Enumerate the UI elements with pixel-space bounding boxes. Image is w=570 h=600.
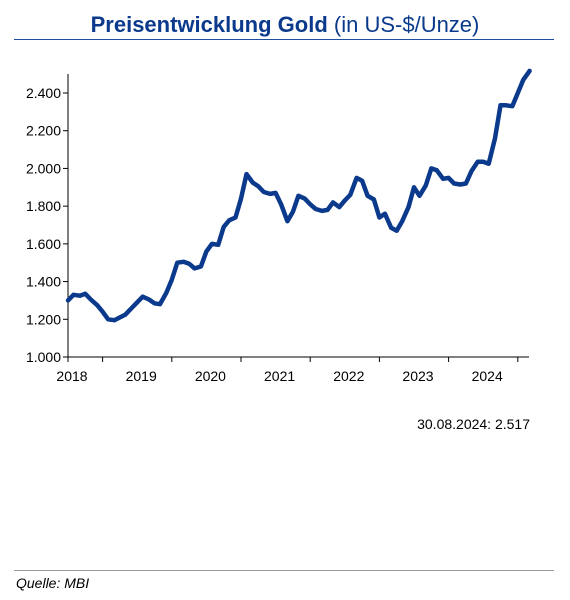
- y-tick-label: 2.000: [26, 160, 61, 176]
- y-tick-label: 1.800: [26, 198, 61, 214]
- y-tick-label: 1.000: [26, 349, 61, 365]
- y-tick-label: 1.400: [26, 274, 61, 290]
- footer-divider: [14, 570, 554, 571]
- x-axis: 2018 2019 2020 2021 2022 2023 2024: [56, 356, 529, 384]
- x-tick-label: 2024: [472, 368, 503, 384]
- chart-title: Preisentwicklung Gold (in US-$/Unze): [0, 12, 570, 38]
- gold-price-line: [65, 68, 532, 323]
- y-tick-label: 1.200: [26, 311, 61, 327]
- x-tick-label: 2019: [126, 368, 157, 384]
- series-group: [65, 68, 532, 323]
- title-divider: [14, 39, 554, 40]
- y-tick-label: 2.400: [26, 85, 61, 101]
- y-tick-label: 2.200: [26, 123, 61, 139]
- y-axis: 1.000 1.200 1.400 1.600 1.800 2.000 2.200 2.400: [26, 74, 69, 365]
- chart-title-main: Preisentwicklung Gold: [90, 12, 328, 37]
- x-tick-label: 2022: [333, 368, 364, 384]
- chart-title-unit: (in US-$/Unze): [333, 12, 480, 37]
- x-tick-label: 2023: [402, 368, 433, 384]
- y-tick-label: 1.600: [26, 236, 61, 252]
- latest-value-annotation: 30.08.2024: 2.517: [417, 416, 530, 432]
- x-tick-label: 2018: [56, 368, 87, 384]
- x-tick-label: 2021: [264, 368, 295, 384]
- source-note: Quelle: MBI: [16, 575, 90, 591]
- x-tick-label: 2020: [195, 368, 226, 384]
